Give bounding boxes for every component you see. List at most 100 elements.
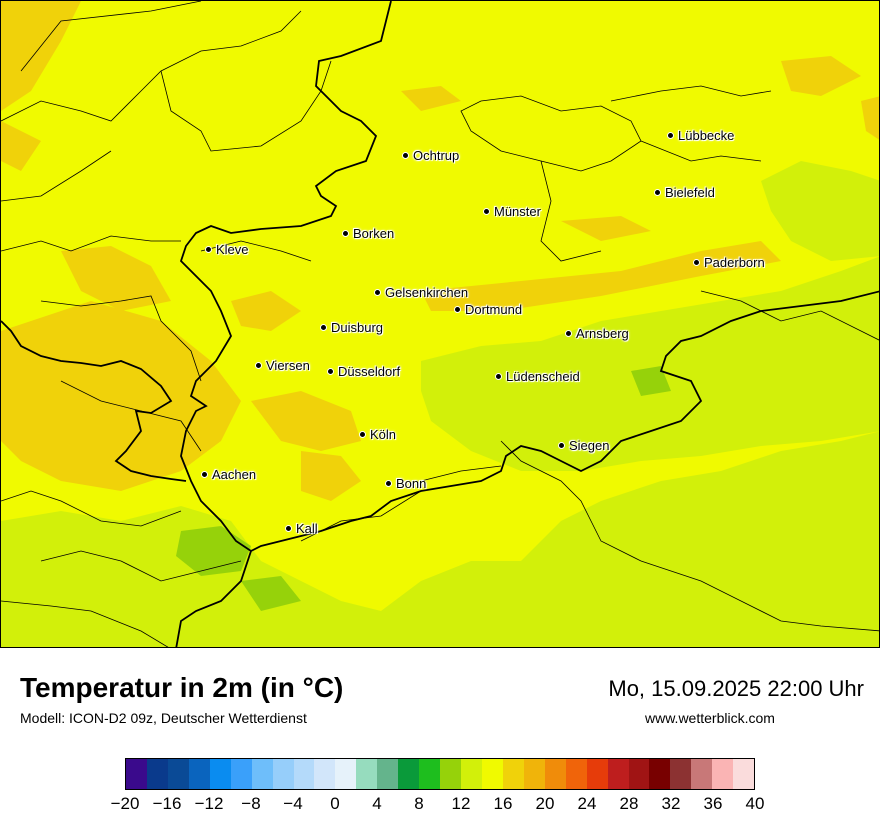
city-dot [402,152,409,160]
legend-color-segment [419,759,441,789]
city-marker: Dortmund [454,301,522,317]
cooler-spots [176,366,671,611]
city-dot [320,324,327,332]
legend-tick-label: −8 [241,794,261,813]
legend-color-segment [461,759,482,789]
city-label: Arnsberg [576,326,629,342]
city-marker: Ochtrup [402,147,459,163]
city-marker: Bielefeld [654,184,715,200]
city-dot [327,368,334,376]
legend-tick-label: 0 [330,794,340,813]
city-label: Siegen [569,438,610,454]
city-label: Borken [353,226,395,242]
city-marker: Köln [359,426,396,442]
legend-color-segment [586,759,608,789]
legend-tick-label: 20 [535,794,555,813]
legend-tick-label: −20 [110,794,140,813]
city-marker: Aachen [201,466,256,482]
city-label: Viersen [266,358,310,374]
city-label: Gelsenkirchen [385,285,469,301]
city-marker: Lüdenscheid [495,368,580,384]
city-marker: Gelsenkirchen [374,284,468,300]
legend-color-segment [607,759,629,789]
legend-tick-label: −4 [283,794,303,813]
legend-color-segment [167,759,189,789]
temperature-map: Lübbecke Ochtrup Bielefeld Münster Borke… [0,0,880,648]
legend-tick-label: 32 [661,794,681,813]
legend-color-segment [251,759,273,789]
city-label: Bonn [396,476,427,492]
color-scale-legend [125,758,755,790]
city-label: Bielefeld [665,185,715,201]
city-marker: Münster [483,203,541,219]
legend-color-segment [293,759,315,789]
city-label: Aachen [212,467,257,483]
legend-color-segment [502,759,524,789]
state-and-national-borders [1,1,879,647]
legend-tick-label: −12 [194,794,224,813]
city-dot [558,442,565,450]
legend-color-segment [272,759,294,789]
legend-color-segment [544,759,566,789]
city-marker: Kall [285,520,318,536]
legend-color-segment [565,759,587,789]
legend-tick-label: 16 [493,794,513,813]
legend-tick-label: 36 [703,794,723,813]
city-marker: Duisburg [320,319,383,335]
city-marker: Siegen [558,437,609,453]
legend-color-segment [440,759,461,789]
city-dot [285,525,292,533]
city-label: Ochtrup [413,148,460,164]
legend-color-segment [188,759,210,789]
city-label: Köln [370,427,397,443]
legend-tick-label: 24 [577,794,597,813]
map-canvas [1,1,879,647]
city-label: Paderborn [704,255,765,271]
legend-tick-label: 8 [414,794,424,813]
legend-color-segment [230,759,252,789]
city-marker: Bonn [385,475,426,491]
city-dot [374,289,381,297]
legend-color-segment [523,759,545,789]
legend-color-segment [628,759,650,789]
legend-color-segment [209,759,231,789]
legend-color-segment [691,759,713,789]
city-marker: Arnsberg [565,325,629,341]
legend-tick-label: −16 [152,794,182,813]
color-scale-ticks: −20 −16 −12 −8 −4 0 4 8 12 16 20 24 28 32 36 40 [111,794,765,814]
legend-tick-label: 12 [451,794,471,813]
legend-color-segment [733,759,755,789]
legend-color-segment [377,759,399,789]
city-dot [255,362,262,370]
city-dot [565,330,572,338]
model-source: Modell: ICON-D2 09z, Deutscher Wetterdie… [20,710,307,726]
city-dot [454,306,461,314]
website-url: www.wetterblick.com [645,710,775,726]
legend-color-segment [398,759,420,789]
city-marker: Düsseldorf [327,363,400,379]
city-label: Münster [494,204,541,220]
city-label: Kall [296,521,318,537]
city-dot [342,230,349,238]
legend-tick-label: 40 [745,794,765,813]
legend-color-segment [649,759,671,789]
legend-color-segment [146,759,168,789]
valid-datetime: Mo, 15.09.2025 22:00 Uhr [608,676,864,701]
city-marker: Lübbecke [667,127,734,143]
legend-tick-label: 28 [619,794,639,813]
legend-color-segment [712,759,734,789]
city-marker: Viersen [255,357,310,373]
city-marker: Paderborn [693,254,765,270]
city-label: Düsseldorf [338,364,401,380]
city-marker: Kleve [205,241,249,257]
legend-color-segment [126,759,147,789]
city-dot [205,246,212,254]
city-label: Dortmund [465,302,523,318]
city-label: Kleve [216,242,249,258]
city-label: Lübbecke [678,128,735,144]
city-dot [201,471,208,479]
legend-color-segment [314,759,336,789]
legend-tick-label: 4 [372,794,382,813]
map-title: Temperatur in 2m (in °C) [20,672,344,703]
city-dot [693,259,700,267]
